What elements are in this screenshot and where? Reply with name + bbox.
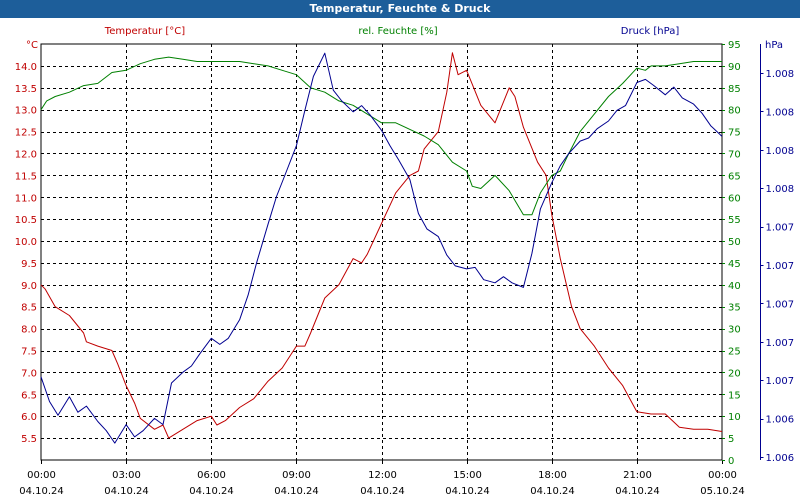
chart-title: Temperatur, Feuchte & Druck bbox=[0, 0, 800, 18]
temperature-tick-label: 9.0 bbox=[21, 281, 37, 292]
temperature-tick-label: 5.5 bbox=[21, 434, 37, 445]
x-tick-date: 04.10.24 bbox=[19, 486, 64, 497]
humidity-tick-label: 60 bbox=[728, 193, 741, 204]
temperature-tick-label: 11.5 bbox=[15, 171, 37, 182]
temperature-tick-label: 10.5 bbox=[15, 215, 37, 226]
x-tick-date: 05.10.24 bbox=[700, 486, 745, 497]
humidity-tick-label: 35 bbox=[728, 303, 741, 314]
temperature-tick-label: 8.5 bbox=[21, 303, 37, 314]
temperature-tick-label: 10.0 bbox=[15, 237, 37, 248]
plot-border bbox=[40, 43, 723, 461]
temperature-tick-label: 7.5 bbox=[21, 347, 37, 358]
pressure-tick-label: 1.008 bbox=[766, 146, 795, 157]
humidity-tick-label: 25 bbox=[728, 347, 741, 358]
humidity-tick-label: 80 bbox=[728, 106, 741, 117]
humidity-tick-label: 70 bbox=[728, 149, 741, 160]
x-tick-time: 18:00 bbox=[538, 470, 567, 481]
x-tick-time: 03:00 bbox=[112, 470, 141, 481]
temperature-tick-label: 11.0 bbox=[15, 193, 37, 204]
humidity-tick-label: 65 bbox=[728, 171, 741, 182]
humidity-tick-label: 85 bbox=[728, 84, 741, 95]
pressure-tick-label: 1.006 bbox=[766, 453, 795, 464]
temperature-tick-label: 12.0 bbox=[15, 149, 37, 160]
temperature-tick-label: 7.0 bbox=[21, 368, 37, 379]
humidity-tick-label: 95 bbox=[728, 40, 741, 51]
temperature-tick-label: 6.0 bbox=[21, 412, 37, 423]
temperature-tick-label: 6.5 bbox=[21, 390, 37, 401]
x-tick-date: 04.10.24 bbox=[189, 486, 234, 497]
humidity-tick-label: 75 bbox=[728, 128, 741, 139]
temperature-unit-label: °C bbox=[26, 40, 38, 51]
humidity-legend-label: rel. Feuchte [%] bbox=[358, 26, 437, 37]
x-tick-time: 15:00 bbox=[453, 470, 482, 481]
humidity-tick-label: 45 bbox=[728, 259, 741, 270]
humidity-tick-label: 90 bbox=[728, 62, 741, 73]
humidity-tick-label: 30 bbox=[728, 325, 741, 336]
pressure-tick-label: 1.007 bbox=[766, 223, 795, 234]
temperature-legend-label: Temperatur [°C] bbox=[104, 26, 185, 37]
pressure-tick-label: 1.008 bbox=[766, 107, 795, 118]
pressure-tick-label: 1.007 bbox=[766, 299, 795, 310]
temperature-tick-label: 14.0 bbox=[15, 62, 37, 73]
pressure-tick-label: 1.008 bbox=[766, 184, 795, 195]
humidity-tick-label: 5 bbox=[728, 434, 734, 445]
x-tick-time: 00:00 bbox=[708, 470, 737, 481]
humidity-tick-label: 20 bbox=[728, 368, 741, 379]
x-tick-date: 04.10.24 bbox=[104, 486, 149, 497]
x-tick-time: 12:00 bbox=[368, 470, 397, 481]
pressure-tick-label: 1.008 bbox=[766, 69, 795, 80]
x-tick-date: 04.10.24 bbox=[360, 486, 405, 497]
x-tick-date: 04.10.24 bbox=[274, 486, 319, 497]
x-tick-time: 21:00 bbox=[623, 470, 652, 481]
humidity-tick-label: 15 bbox=[728, 390, 741, 401]
pressure-legend-label: Druck [hPa] bbox=[621, 26, 680, 37]
x-tick-date: 04.10.24 bbox=[615, 486, 660, 497]
humidity-tick-label: 50 bbox=[728, 237, 741, 248]
x-tick-time: 00:00 bbox=[27, 470, 56, 481]
x-tick-date: 04.10.24 bbox=[445, 486, 490, 497]
series-pressure-line bbox=[40, 52, 723, 444]
pressure-tick-label: 1.007 bbox=[766, 261, 795, 272]
x-tick-time: 09:00 bbox=[282, 470, 311, 481]
pressure-tick-label: 1.006 bbox=[766, 415, 795, 426]
temperature-tick-label: 9.5 bbox=[21, 259, 37, 270]
pressure-tick-label: 1.007 bbox=[766, 338, 795, 349]
series-temperature-line bbox=[40, 52, 723, 439]
x-tick-time: 06:00 bbox=[197, 470, 226, 481]
humidity-tick-label: 55 bbox=[728, 215, 741, 226]
temperature-tick-label: 12.5 bbox=[15, 128, 37, 139]
temperature-tick-label: 13.0 bbox=[15, 106, 37, 117]
pressure-unit-label: hPa bbox=[765, 40, 783, 51]
temperature-tick-label: 13.5 bbox=[15, 84, 37, 95]
humidity-tick-label: 40 bbox=[728, 281, 741, 292]
series-humidity-line bbox=[40, 56, 722, 216]
pressure-tick-label: 1.007 bbox=[766, 376, 795, 387]
x-tick-date: 04.10.24 bbox=[530, 486, 575, 497]
temperature-tick-label: 8.0 bbox=[21, 325, 37, 336]
humidity-tick-label: 0 bbox=[728, 456, 734, 467]
humidity-tick-label: 10 bbox=[728, 412, 741, 423]
